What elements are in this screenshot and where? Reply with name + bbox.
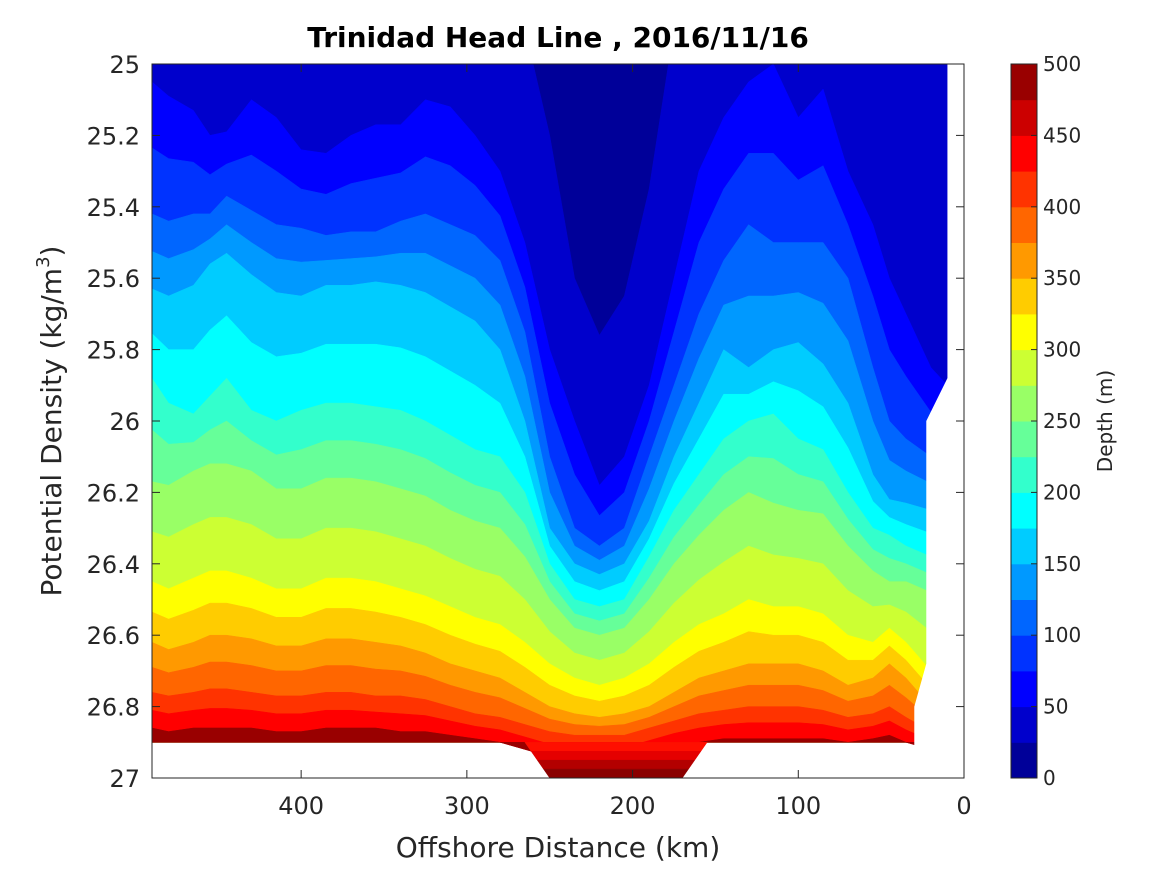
colorbar-swatch: [1011, 171, 1037, 208]
colorbar-tick-label: 300: [1043, 338, 1081, 362]
x-tick-label: 0: [956, 792, 971, 820]
colorbar-swatch: [1011, 492, 1037, 529]
colorbar-tick-label: 350: [1043, 266, 1081, 290]
x-axis: 400 300 200 100 0: [278, 64, 972, 820]
y-axis: 25 25.2 25.4 25.6 25.8 26 26.2 26.4 26.6 26.8 27: [87, 51, 964, 793]
colorbar-swatch: [1011, 421, 1037, 458]
colorbar: 0 50 100 150 200 250 300 350 400 450 500: [1010, 52, 1081, 790]
y-tick-label: 26.6: [87, 622, 140, 650]
colorbar-swatch: [1011, 278, 1037, 315]
colorbar-swatch: [1011, 528, 1037, 565]
colorbar-swatch: [1011, 563, 1037, 600]
colorbar-swatch: [1011, 385, 1037, 422]
colorbar-swatch: [1011, 742, 1037, 779]
colorbar-tick-label: 450: [1043, 123, 1081, 147]
contour-deep-trough: [530, 750, 702, 761]
x-axis-label: Offshore Distance (km): [396, 831, 721, 864]
y-tick-label: 26.4: [87, 551, 140, 579]
contour-deep-trough: [543, 768, 689, 778]
colorbar-swatch: [1011, 670, 1037, 708]
y-tick-label: 27: [109, 765, 140, 793]
colorbar-swatch: [1011, 456, 1037, 493]
colorbar-tick-label: 250: [1043, 409, 1081, 433]
colorbar-swatch: [1011, 242, 1037, 279]
colorbar-swatch: [1011, 706, 1037, 743]
colorbar-swatch: [1011, 135, 1037, 172]
y-axis-label-main: Potential Density (kg/m: [35, 268, 68, 597]
colorbar-swatch: [1011, 599, 1037, 636]
colorbar-swatch: [1011, 64, 1037, 101]
contour-deep-trough: [524, 742, 708, 752]
y-tick-label: 26.8: [87, 694, 140, 722]
y-tick-label: 25.4: [87, 194, 140, 222]
colorbar-tick-label: 150: [1043, 552, 1081, 576]
y-tick-label: 25: [109, 51, 140, 79]
colorbar-label: Depth (m): [1093, 370, 1117, 472]
y-tick-label: 26.2: [87, 479, 140, 507]
contour-fills: [152, 64, 964, 778]
colorbar-tick-label: 200: [1043, 480, 1081, 504]
colorbar-tick-label: 0: [1043, 766, 1056, 790]
y-axis-label-close: ): [35, 246, 68, 257]
y-tick-label: 25.2: [87, 122, 140, 150]
y-tick-label: 25.6: [87, 265, 140, 293]
x-tick-label: 200: [610, 792, 656, 820]
colorbar-swatch: [1011, 206, 1037, 243]
colorbar-tick-label: 500: [1043, 52, 1081, 76]
colorbar-tick-label: 50: [1043, 695, 1068, 719]
chart-title: Trinidad Head Line , 2016/11/16: [307, 21, 809, 54]
x-tick-label: 300: [444, 792, 490, 820]
y-axis-label-superscript: 3: [33, 256, 54, 267]
colorbar-tick-label: 400: [1043, 195, 1081, 219]
x-tick-label: 400: [278, 792, 324, 820]
y-tick-label: 25.8: [87, 337, 140, 365]
contour-deep-trough: [536, 759, 696, 770]
x-tick-label: 100: [775, 792, 821, 820]
colorbar-swatch: [1011, 313, 1037, 351]
colorbar-swatch: [1011, 349, 1037, 386]
y-axis-label: Potential Density (kg/m3): [33, 246, 68, 597]
colorbar-tick-label: 100: [1043, 623, 1081, 647]
colorbar-swatch: [1011, 99, 1037, 136]
no-data-mask-right: [914, 64, 964, 778]
y-tick-label: 26: [109, 408, 140, 436]
colorbar-swatch: [1011, 635, 1037, 672]
